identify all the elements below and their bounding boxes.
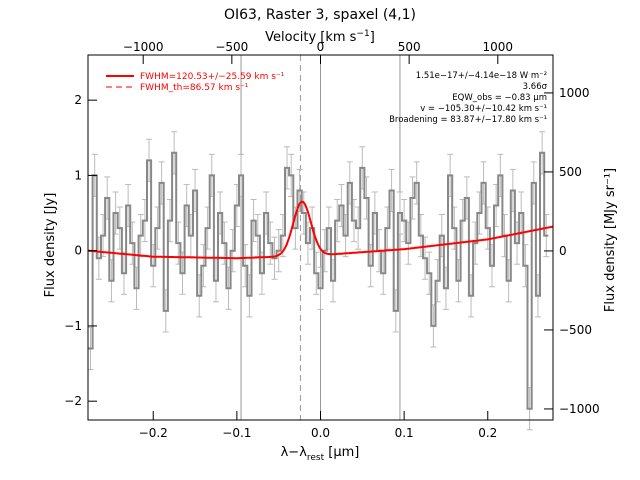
y2-tick-label-1: −500: [559, 323, 592, 337]
y-tick-label-4: 2: [74, 93, 82, 107]
top-tick-label-2: 0: [317, 40, 325, 54]
annotation-eqw: EQW_obs = −0.83 μm: [452, 93, 547, 103]
top-tick-label-0: −1000: [123, 40, 164, 54]
top-axis-label: Velocity [km s−1]: [265, 29, 375, 45]
reference-lines: [240, 55, 401, 420]
top-tick-label-4: 1000: [483, 40, 514, 54]
legend-item-fwhm: FWHM=120.53+/−25.59 km s⁻¹: [140, 72, 285, 82]
x-tick-label-1: −0.1: [222, 426, 251, 440]
x-axis-label: λ−λrest [μm]: [281, 445, 360, 463]
y-tick-label-2: 0: [74, 244, 82, 258]
y2-tick-label-3: 500: [559, 165, 582, 179]
axis-ticks: −0.2 −0.1 0.0 0.1 0.2 −1000 −500 0 500 1000 −2 −1 0 1…: [64, 40, 599, 440]
fit-series: [87, 200, 554, 260]
y-tick-label-0: −2: [64, 394, 82, 408]
legend: FWHM=120.53+/−25.59 km s⁻¹ FWHM_th=86.57…: [106, 72, 285, 93]
annotation-significance: 3.66σ: [523, 82, 548, 92]
top-tick-label-1: −500: [215, 40, 248, 54]
annotation-velocity: v = −105.30+/−10.42 km s⁻¹: [420, 104, 547, 114]
annotation-broadening: Broadening = 83.87+/−17.80 km s⁻¹: [389, 115, 547, 125]
y2-tick-label-0: −1000: [559, 402, 600, 416]
fit-annotations: 1.51e−17+/−4.14e−18 W m⁻² 3.66σ EQW_obs …: [389, 71, 548, 125]
x-tick-label-3: 0.1: [395, 426, 414, 440]
annotation-flux: 1.51e−17+/−4.14e−18 W m⁻²: [416, 71, 547, 81]
chart-title: OI63, Raster 3, spaxel (4,1): [224, 7, 416, 23]
x-tick-label-4: 0.2: [478, 426, 497, 440]
y2-tick-label-4: 1000: [559, 86, 590, 100]
y-axis-label-left: Flux density [Jy]: [43, 193, 58, 298]
y-axis-label-right: Flux density [MJy sr⁻¹]: [603, 168, 618, 312]
data-series: [88, 151, 549, 410]
y-tick-label-3: 1: [74, 168, 82, 182]
data-step-line: [88, 151, 549, 410]
legend-item-fwhm-th: FWHM_th=86.57 km s⁻¹: [140, 83, 249, 93]
fit-line: [87, 200, 554, 260]
x-tick-label-0: −0.2: [139, 426, 168, 440]
y-tick-label-1: −1: [64, 319, 82, 333]
top-tick-label-3: 500: [398, 40, 421, 54]
x-tick-label-2: 0.0: [311, 426, 330, 440]
y2-tick-label-2: 0: [559, 244, 567, 258]
